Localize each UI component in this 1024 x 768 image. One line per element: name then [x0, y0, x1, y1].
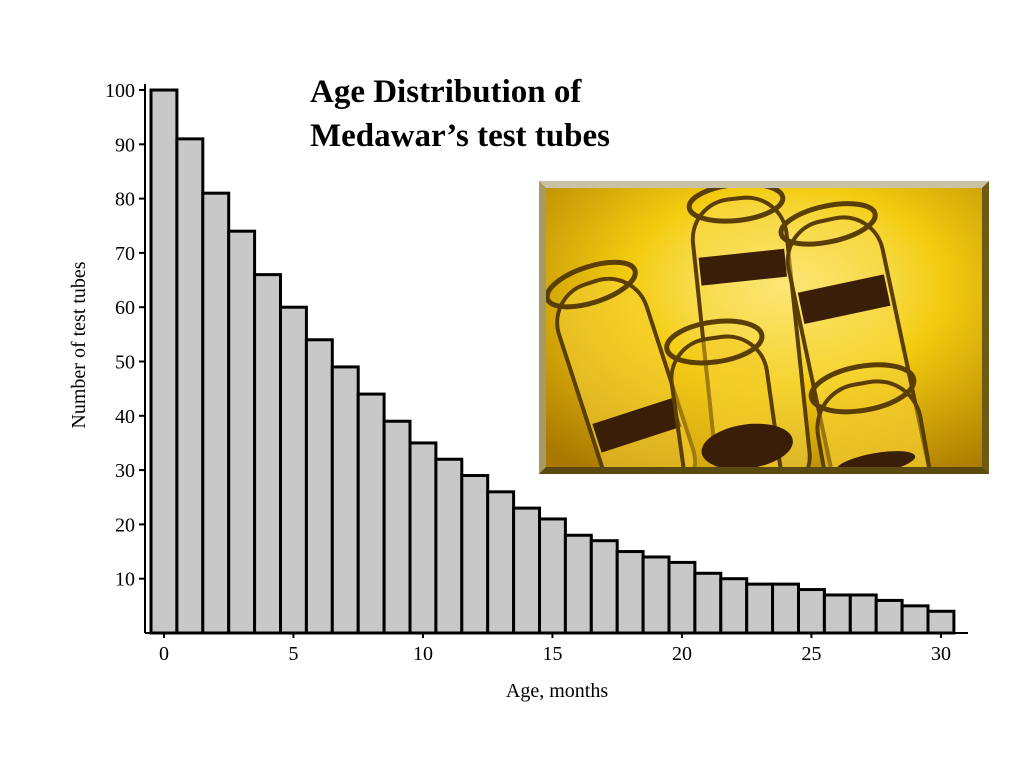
- bar-age-23: [745, 582, 775, 635]
- bar-age-1: [175, 137, 205, 635]
- bar-age-18: [615, 550, 645, 635]
- bar-age-11: [434, 457, 464, 635]
- bar-age-28: [874, 598, 904, 635]
- bar-age-29: [900, 604, 930, 635]
- x-tick-label-30: 30: [931, 643, 951, 665]
- y-tick-label-10: 10: [115, 569, 135, 591]
- x-axis-label: Age, months: [506, 680, 608, 702]
- bar-age-7: [330, 365, 360, 635]
- x-tick-label-15: 15: [542, 643, 562, 665]
- y-ticks-group: 10 20 30 40 50 60 70 80 90 100: [105, 80, 145, 591]
- bar-age-8: [356, 392, 386, 635]
- x-tick-label-5: 5: [288, 643, 298, 665]
- bar-age-10: [408, 441, 438, 635]
- bar-age-21: [693, 571, 723, 635]
- bar-age-13: [486, 490, 516, 635]
- x-tick-label-10: 10: [413, 643, 433, 665]
- bar-age-30: [926, 609, 956, 635]
- test-tubes-photo-icon: [546, 188, 982, 467]
- y-tick-label-70: 70: [115, 243, 135, 265]
- bar-age-14: [512, 506, 541, 635]
- bar-age-9: [382, 419, 412, 635]
- bar-age-4: [253, 273, 283, 635]
- chart-title-line-1: Age Distribution of: [310, 74, 582, 110]
- bar-age-24: [771, 582, 800, 635]
- x-tick-label-25: 25: [801, 643, 821, 665]
- y-tick-label-50: 50: [115, 352, 135, 374]
- bar-age-25: [797, 588, 826, 635]
- y-tick-label-20: 20: [115, 514, 135, 536]
- bar-age-27: [848, 593, 878, 635]
- test-tubes-photo: [539, 181, 989, 474]
- y-tick-label-60: 60: [115, 297, 135, 319]
- chart-title-line-2: Medawar’s test tubes: [310, 118, 610, 154]
- bar-age-26: [822, 593, 852, 635]
- bar-age-0: [149, 88, 179, 635]
- y-tick-label-100: 100: [105, 80, 135, 102]
- x-ticks-group: 0 5 10 15 20 25 30: [159, 633, 951, 665]
- y-tick-label-80: 80: [115, 189, 135, 211]
- bar-age-22: [719, 577, 749, 635]
- y-tick-label-40: 40: [115, 406, 135, 428]
- bar-age-17: [589, 539, 619, 635]
- bar-age-12: [460, 474, 490, 635]
- x-tick-label-20: 20: [672, 643, 692, 665]
- y-tick-label-30: 30: [115, 460, 135, 482]
- bar-age-6: [304, 338, 334, 635]
- y-tick-label-90: 90: [115, 134, 135, 156]
- bar-age-15: [538, 517, 567, 635]
- bar-age-16: [563, 533, 593, 635]
- bar-age-2: [201, 191, 231, 635]
- bar-age-20: [667, 560, 697, 635]
- bar-age-3: [227, 229, 257, 635]
- bars-group: [149, 88, 956, 635]
- bar-age-5: [279, 305, 308, 635]
- chart-title: Age Distribution of Medawar’s test tubes: [310, 70, 610, 158]
- bar-age-19: [641, 555, 671, 635]
- y-axis-label: Number of test tubes: [68, 261, 90, 428]
- x-tick-label-0: 0: [159, 643, 169, 665]
